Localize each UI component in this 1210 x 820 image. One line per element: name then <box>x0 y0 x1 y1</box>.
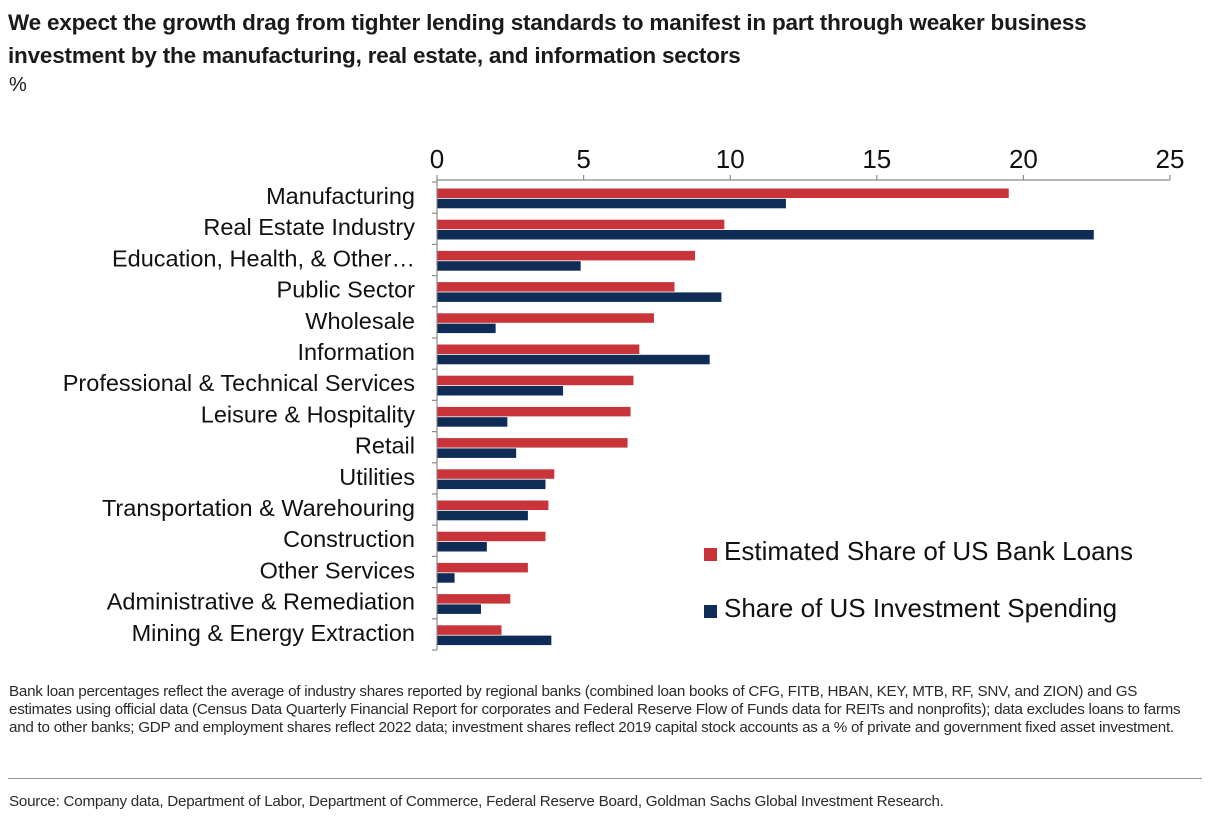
investment-spending-bar <box>437 198 786 209</box>
bank-loans-bar <box>437 406 631 417</box>
investment-spending-bar <box>437 573 455 583</box>
bank-loans-bar <box>437 282 675 292</box>
divider <box>8 778 1202 779</box>
category-label: Information <box>297 339 415 365</box>
investment-spending-bar <box>437 261 581 271</box>
bank-loans-bar <box>437 344 640 354</box>
source-note: Source: Company data, Department of Labo… <box>9 793 944 810</box>
category-label: Retail <box>355 433 415 459</box>
investment-spending-bar <box>437 230 1094 240</box>
investment-spending-bar <box>437 386 564 396</box>
bank-loans-bar <box>437 250 696 261</box>
category-label: Professional & Technical Services <box>63 370 415 396</box>
x-tick-label: 5 <box>576 144 590 174</box>
investment-spending-bar <box>437 635 552 646</box>
unit-label: % <box>9 74 27 96</box>
investment-spending-bar <box>437 417 508 427</box>
category-label: Education, Health, & Other… <box>112 245 415 271</box>
legend-swatch <box>704 548 717 561</box>
bank-loans-bar <box>437 188 1009 198</box>
bar-chart: 0 5 10 15 20 25 Manufacturing Real Estate Indus… <box>63 144 1185 651</box>
bank-loans-bar <box>437 469 555 479</box>
category-label: Leisure & Hospitality <box>201 401 415 427</box>
category-label: Manufacturing <box>266 183 415 209</box>
investment-spending-bar <box>437 292 722 302</box>
chart-title: We expect the growth drag from tighter l… <box>8 10 1087 68</box>
bank-loans-bar <box>437 219 725 230</box>
investment-spending-bar <box>437 354 710 365</box>
investment-spending-bar <box>437 448 517 458</box>
category-label: Other Services <box>260 557 415 583</box>
bank-loans-bar <box>437 500 549 510</box>
footnote: Bank loan percentages reflect the averag… <box>9 683 1181 736</box>
category-label: Wholesale <box>305 308 415 334</box>
category-label: Utilities <box>339 464 415 490</box>
legend-label: Share of US Investment Spending <box>724 593 1117 623</box>
investment-spending-bar <box>437 323 496 334</box>
x-tick-label: 0 <box>430 144 444 174</box>
investment-spending-bar <box>437 510 528 521</box>
legend-label: Estimated Share of US Bank Loans <box>724 536 1133 566</box>
x-tick-label: 10 <box>716 144 745 174</box>
category-label: Mining & Energy Extraction <box>132 620 415 646</box>
category-label: Public Sector <box>277 277 416 303</box>
category-label: Administrative & Remediation <box>107 589 415 615</box>
bank-loans-bar <box>437 313 654 323</box>
x-tick-label: 20 <box>1009 144 1038 174</box>
investment-spending-bar <box>437 479 546 490</box>
bank-loans-bar <box>437 625 502 635</box>
bank-loans-bar <box>437 562 528 573</box>
bank-loans-bar <box>437 438 628 448</box>
x-tick-label: 15 <box>862 144 891 174</box>
bank-loans-bar <box>437 531 546 542</box>
bank-loans-bar <box>437 594 511 604</box>
investment-spending-bar <box>437 542 487 552</box>
category-label: Construction <box>283 526 415 552</box>
investment-spending-bar <box>437 604 481 614</box>
legend-swatch <box>704 605 717 618</box>
x-tick-label: 25 <box>1156 144 1185 174</box>
category-label: Real Estate Industry <box>203 214 415 240</box>
category-label: Transportation & Warehouring <box>102 495 415 521</box>
bank-loans-bar <box>437 375 634 386</box>
